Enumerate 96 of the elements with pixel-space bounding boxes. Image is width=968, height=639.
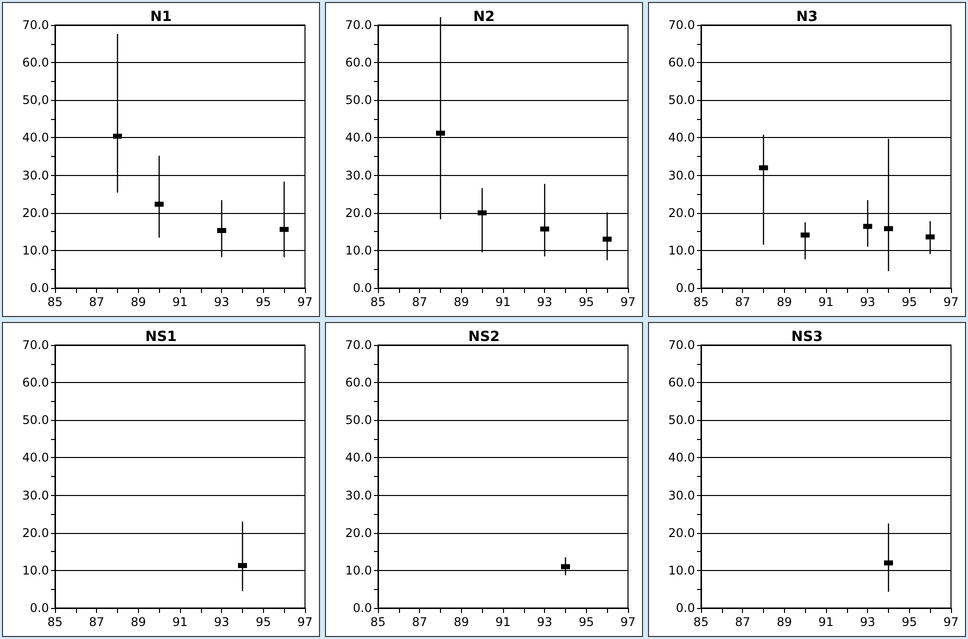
y-tick-label: 0.0: [352, 601, 372, 615]
y-tick-label: 60.0: [345, 376, 372, 390]
y-tick-label: 20.0: [345, 206, 372, 220]
x-tick-label: 95: [256, 295, 271, 309]
y-tick-label: 40.0: [345, 450, 372, 465]
y-tick-label: 50.0: [345, 413, 372, 428]
y-tick-label: 40.0: [22, 130, 49, 145]
x-tick-label: 95: [902, 615, 917, 629]
x-tick-label: 95: [902, 295, 917, 309]
x-tick-label: 97: [620, 615, 636, 629]
x-tick-label: 85: [47, 615, 63, 629]
x-tick-label: 85: [370, 615, 386, 629]
x-tick-label: 91: [172, 295, 188, 309]
y-tick-label: 30.0: [668, 168, 695, 182]
y-tick-label: 0.0: [676, 281, 695, 295]
y-tick-label: 60.0: [668, 56, 695, 70]
x-tick-label: 89: [454, 295, 469, 309]
x-tick-label: 95: [256, 615, 271, 629]
y-tick-label: 60.0: [22, 56, 49, 70]
y-tick-label: 20.0: [22, 526, 49, 540]
y-tick-label: 30.0: [345, 168, 372, 182]
x-tick-label: 87: [89, 295, 104, 309]
chart-title: NS1: [145, 329, 177, 345]
x-tick-label: 89: [454, 615, 469, 629]
y-tick-label: 70.0: [345, 338, 372, 352]
x-tick-label: 87: [735, 295, 750, 309]
x-tick-label: 87: [412, 615, 428, 629]
x-tick-label: 95: [578, 295, 594, 309]
chart-title: N1: [150, 9, 172, 25]
chart-title: NS2: [468, 329, 500, 345]
y-tick-label: 10.0: [22, 563, 49, 578]
x-tick-label: 87: [412, 295, 428, 309]
y-tick-label: 0.0: [30, 601, 49, 615]
y-tick-label: 10.0: [668, 563, 695, 578]
y-tick-label: 50.0: [22, 413, 49, 428]
x-tick-label: 91: [172, 615, 188, 629]
y-tick-label: 50.0: [668, 93, 695, 108]
y-tick-label: 0.0: [30, 281, 49, 295]
y-tick-label: 60.0: [22, 376, 49, 390]
x-tick-label: 85: [370, 295, 386, 309]
x-tick-label: 97: [297, 295, 313, 309]
y-tick-label: 70.0: [22, 338, 49, 352]
y-tick-label: 40.0: [668, 130, 695, 145]
y-tick-label: 40.0: [345, 130, 372, 145]
y-tick-label: 0.0: [352, 281, 372, 295]
y-tick-label: 40.0: [22, 450, 49, 465]
y-tick-label: 10.0: [668, 243, 695, 258]
x-tick-label: 89: [130, 615, 146, 629]
y-tick-label: 40.0: [668, 450, 695, 465]
y-tick-label: 70.0: [668, 338, 695, 352]
y-tick-label: 60.0: [345, 56, 372, 70]
x-tick-label: 91: [495, 615, 511, 629]
x-tick-label: 93: [214, 615, 230, 629]
y-tick-label: 30.0: [668, 488, 695, 502]
y-tick-label: 70.0: [345, 18, 372, 32]
x-tick-label: 97: [297, 615, 313, 629]
y-tick-label: 20.0: [22, 206, 49, 220]
y-tick-label: 10.0: [345, 563, 372, 578]
y-tick-label: 20.0: [668, 526, 695, 540]
x-tick-label: 91: [495, 295, 511, 309]
chart-title: NS3: [791, 329, 823, 345]
x-tick-label: 85: [693, 295, 709, 309]
x-tick-label: 95: [578, 615, 594, 629]
y-tick-label: 0.0: [676, 601, 695, 615]
x-tick-label: 91: [818, 295, 834, 309]
y-tick-label: 50,0: [22, 93, 49, 108]
y-tick-label: 10.0: [22, 243, 49, 258]
x-tick-label: 85: [47, 295, 63, 309]
x-tick-label: 87: [89, 615, 104, 629]
x-tick-label: 85: [693, 615, 709, 629]
x-tick-label: 93: [214, 295, 230, 309]
x-tick-label: 93: [860, 615, 876, 629]
y-tick-label: 10.0: [345, 243, 372, 258]
chart-title: N3: [796, 9, 818, 25]
x-tick-label: 93: [537, 615, 552, 629]
y-tick-label: 30.0: [22, 168, 49, 182]
y-tick-label: 20.0: [668, 206, 695, 220]
x-tick-label: 97: [620, 295, 636, 309]
x-tick-label: 93: [860, 295, 876, 309]
y-tick-label: 20.0: [345, 526, 372, 540]
x-tick-label: 97: [943, 615, 959, 629]
x-tick-label: 93: [537, 295, 552, 309]
x-tick-label: 91: [818, 615, 834, 629]
y-tick-label: 60.0: [668, 376, 695, 390]
y-tick-label: 50.0: [345, 93, 372, 108]
chart-title: N2: [473, 9, 495, 25]
y-tick-label: 30.0: [345, 488, 372, 502]
y-tick-label: 50.0: [668, 413, 695, 428]
y-tick-label: 70.0: [22, 18, 49, 32]
x-tick-label: 89: [776, 295, 792, 309]
x-tick-label: 89: [776, 615, 792, 629]
y-tick-label: 70.0: [668, 18, 695, 32]
x-tick-label: 97: [943, 295, 959, 309]
y-tick-label: 30.0: [22, 488, 49, 502]
x-tick-label: 89: [130, 295, 146, 309]
x-tick-label: 87: [735, 615, 750, 629]
